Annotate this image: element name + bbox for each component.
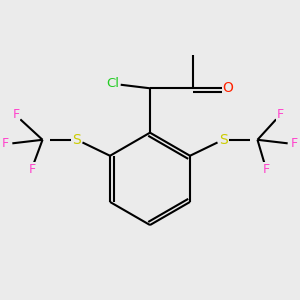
Text: Cl: Cl [106, 77, 119, 90]
Text: S: S [219, 133, 228, 147]
Text: F: F [263, 164, 270, 176]
Text: S: S [72, 133, 81, 147]
Text: F: F [291, 137, 298, 150]
Text: F: F [12, 108, 20, 122]
Text: O: O [223, 81, 234, 95]
Text: F: F [28, 164, 35, 176]
Text: F: F [277, 108, 284, 122]
Text: F: F [2, 137, 9, 150]
